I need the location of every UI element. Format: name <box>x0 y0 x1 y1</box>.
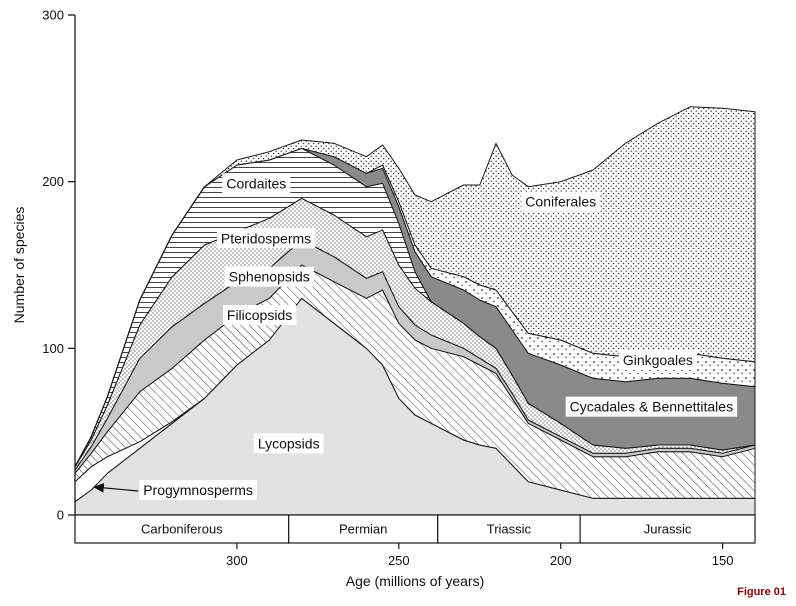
label-sphenopsids: Sphenopsids <box>229 269 310 285</box>
period-box-carboniferous <box>74 514 290 544</box>
label-bg-cordaites <box>222 173 291 194</box>
label-lycopsids: Lycopsids <box>258 435 320 451</box>
annotations: Cordaites Pteridosperms Sphenopsids Filicop… <box>92 173 738 500</box>
label-cordaites: Cordaites <box>226 175 286 191</box>
period-label-jurassic: Jurassic <box>644 522 692 537</box>
period-label-permian: Permian <box>339 522 387 537</box>
x-tick-label: 200 <box>550 553 572 568</box>
label-bg-cycadales-bennettitales <box>565 396 738 417</box>
y-tick-label: 300 <box>42 8 64 23</box>
figure-caption: Figure 01 <box>737 586 786 598</box>
label-coniferales: Coniferales <box>525 194 596 210</box>
x-tick-label: 300 <box>226 553 248 568</box>
label-bg-pteridosperms <box>216 228 316 249</box>
label-bg-filicopsids <box>222 305 297 325</box>
label-pteridosperms: Pteridosperms <box>221 230 311 246</box>
y-axis-title: Number of species <box>11 207 27 324</box>
period-box-jurassic <box>579 514 756 544</box>
period-band: Carboniferous Permian Triassic Jurassic <box>74 514 756 544</box>
y-tick-label: 200 <box>42 174 64 189</box>
label-ginkgoales: Ginkgoales <box>623 352 693 368</box>
label-bg-progymnosperms <box>139 480 257 500</box>
stacked-areas <box>74 106 756 516</box>
label-bg-coniferales <box>521 191 601 212</box>
label-bg-sphenopsids <box>224 266 314 287</box>
period-label-triassic: Triassic <box>487 522 532 537</box>
x-tick-label: 150 <box>712 553 734 568</box>
x-axis-title: Age (millions of years) <box>346 573 485 589</box>
y-tick-label: 100 <box>42 341 64 356</box>
label-progymnosperms: Progymnosperms <box>143 482 253 498</box>
annotation-arrow-progymnosperms <box>92 483 139 493</box>
y-tick-label: 0 <box>57 508 64 523</box>
label-cycadales-bennettitales: Cycadales & Bennettitales <box>570 399 733 415</box>
chart-root: 0 100 200 300 Number of species 300 250 200 150 A… <box>11 8 756 589</box>
period-label-carboniferous: Carboniferous <box>141 522 223 537</box>
label-filicopsids: Filicopsids <box>227 307 292 323</box>
period-box-triassic <box>437 514 581 544</box>
label-bg-lycopsids <box>253 433 324 454</box>
label-bg-ginkgoales <box>618 350 697 370</box>
x-tick-label: 250 <box>388 553 410 568</box>
